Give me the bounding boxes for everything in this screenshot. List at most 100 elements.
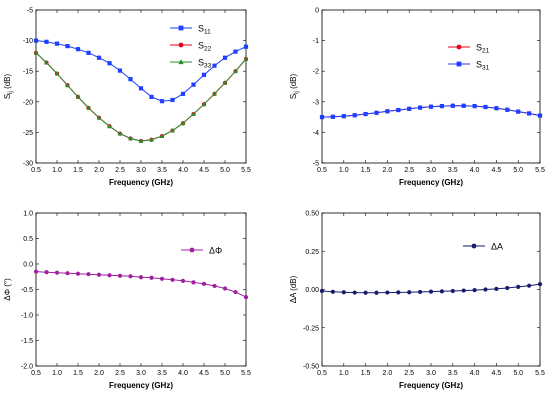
y-tick-label: -15	[23, 69, 33, 76]
x-tick-label: 0.5	[317, 167, 327, 174]
data-point	[243, 295, 249, 300]
x-tick-label: 2.5	[404, 167, 414, 174]
data-point	[180, 120, 186, 126]
chart-panel-s_reflection: 0.5 1.0 1.5 2.0 2.5 3.0 3.5 4.0 4.5 5.0 5.5 -30 -25 -…	[3, 8, 251, 188]
data-point	[180, 91, 186, 96]
legend-entry: S33	[170, 58, 212, 70]
legend-label-main: S	[198, 41, 204, 51]
data-point	[233, 68, 238, 74]
data-point	[385, 109, 390, 114]
legend-marker	[178, 42, 184, 48]
data-point	[494, 106, 499, 111]
data-point	[54, 71, 60, 76]
data-point	[450, 103, 455, 108]
x-tick-label: 0.5	[317, 370, 327, 377]
data-point	[191, 82, 196, 87]
x-tick-label: 5.0	[220, 167, 230, 174]
legend-label: S31	[476, 60, 490, 72]
data-point	[319, 115, 325, 120]
data-point	[483, 104, 488, 110]
y-tick-label: -1	[313, 38, 319, 45]
x-tick-label: 2.0	[383, 370, 393, 377]
data-point	[191, 111, 196, 116]
y-axis-label-main: S	[3, 94, 12, 99]
legend-marker	[471, 243, 477, 249]
x-tick-label: 1.0	[52, 370, 62, 377]
x-tick-label: 3.0	[136, 370, 146, 377]
legend-label-main: S	[198, 24, 204, 34]
x-tick-label: 5.5	[241, 167, 251, 174]
y-axis-label: Sij (dB)	[3, 73, 14, 99]
data-point	[396, 290, 401, 295]
data-point	[374, 110, 379, 115]
data-point	[86, 272, 91, 277]
data-point	[472, 288, 477, 293]
y-axis-label: ΔA (dB)	[289, 275, 298, 303]
data-point	[117, 131, 123, 136]
x-axis-label: Frequency (GHz)	[399, 381, 463, 390]
data-point	[212, 283, 217, 289]
x-tick-label: 5.5	[535, 167, 545, 174]
data-point	[341, 290, 346, 295]
data-point	[418, 289, 423, 295]
data-point	[341, 114, 346, 119]
x-tick-label: 1.0	[339, 370, 349, 377]
legend-label-sub: 33	[204, 63, 212, 70]
data-point	[319, 288, 325, 294]
y-axis-label-main: ΔA (dB)	[289, 275, 298, 303]
data-point	[222, 55, 228, 60]
legend-marker	[456, 61, 462, 67]
plot-frame	[321, 9, 541, 164]
legend-entry: ΔΦ	[181, 246, 222, 256]
y-axis-label-sub: ij	[294, 91, 300, 94]
y-axis-label-unit: (dB)	[289, 73, 298, 91]
x-tick-label: 0.5	[31, 370, 41, 377]
y-tick-label: -0.50	[303, 364, 319, 371]
data-point	[170, 97, 175, 103]
data-point	[159, 276, 165, 281]
data-point	[439, 289, 444, 294]
data-point	[107, 123, 112, 129]
x-tick-label: 4.0	[178, 167, 188, 174]
data-point	[149, 137, 154, 142]
data-point	[44, 60, 49, 65]
y-tick-label: -0.25	[303, 325, 319, 332]
data-point	[212, 63, 217, 68]
y-axis-label-sub: ij	[8, 91, 14, 94]
legend-entry: S21	[448, 43, 490, 55]
legend-label-main: S	[198, 58, 204, 68]
data-point	[170, 277, 175, 282]
data-point	[128, 136, 133, 141]
x-tick-label: 5.0	[513, 370, 523, 377]
y-axis-label-main: S	[289, 94, 298, 99]
legend-entry: S22	[170, 41, 212, 53]
data-point	[233, 289, 238, 295]
data-point	[180, 278, 186, 283]
legend-marker	[456, 44, 462, 50]
x-tick-label: 2.0	[383, 167, 393, 174]
data-point	[243, 56, 249, 61]
data-point	[44, 270, 49, 275]
y-tick-label: -5	[313, 161, 319, 168]
x-tick-label: 4.0	[470, 167, 480, 174]
legend-label: S22	[198, 41, 212, 53]
data-point	[516, 284, 521, 289]
data-point	[212, 91, 217, 96]
x-tick-label: 1.5	[361, 370, 371, 377]
data-point	[117, 273, 123, 278]
data-point	[537, 113, 543, 118]
x-tick-label: 3.5	[157, 167, 167, 174]
data-point	[407, 290, 412, 295]
y-axis-label-main: ΔΦ (°)	[3, 278, 12, 301]
data-point	[96, 55, 102, 60]
x-axis-label: Frequency (GHz)	[109, 381, 173, 390]
data-point	[33, 38, 39, 43]
data-point	[54, 270, 60, 275]
legend-label: S33	[198, 58, 212, 70]
x-tick-label: 4.0	[470, 370, 480, 377]
data-point	[418, 105, 423, 110]
data-point	[505, 107, 510, 112]
y-tick-label: -3	[313, 99, 319, 106]
data-point	[505, 285, 510, 291]
